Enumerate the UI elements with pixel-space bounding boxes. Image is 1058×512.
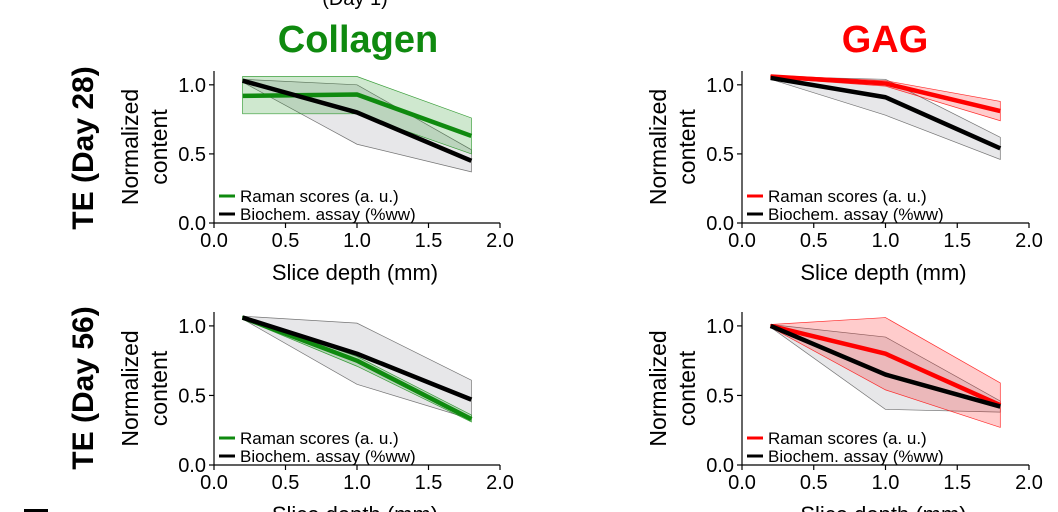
- legend-label: Raman scores (a. u.): [768, 187, 927, 206]
- clipped-panel-mark: [24, 509, 48, 512]
- y-axis-label-line1: Normalized: [645, 330, 671, 446]
- x-tick-label: 0.0: [200, 472, 228, 494]
- x-axis-label: Slice depth (mm): [272, 260, 438, 285]
- x-tick-label: 0.5: [800, 230, 828, 252]
- x-tick-label: 1.0: [872, 230, 900, 252]
- x-tick-label: 2.0: [486, 472, 514, 494]
- y-tick-label: 0.5: [178, 144, 206, 166]
- y-tick-label: 1.0: [706, 75, 734, 97]
- top-clipped-label: (Day 1): [322, 0, 388, 10]
- legend-label: Biochem. assay (%ww): [240, 205, 416, 224]
- x-tick-label: 2.0: [486, 230, 514, 252]
- assay-line: [241, 78, 473, 163]
- y-axis-label-line2: content: [674, 350, 700, 426]
- x-tick-label: 0.0: [200, 230, 228, 252]
- y-tick-label: 0.5: [706, 385, 734, 407]
- legend-label: Raman scores (a. u.): [240, 187, 399, 206]
- legend-label: Biochem. assay (%ww): [768, 205, 944, 224]
- legend-label: Biochem. assay (%ww): [240, 447, 416, 466]
- x-tick-label: 0.0: [728, 472, 756, 494]
- y-tick-label: 0.0: [178, 213, 206, 235]
- legend-label: Raman scores (a. u.): [240, 429, 399, 448]
- x-tick-label: 2.0: [1015, 230, 1043, 252]
- y-tick-label: 1.0: [178, 75, 206, 97]
- x-axis-label: Slice depth (mm): [800, 502, 966, 512]
- x-tick-label: 1.5: [943, 230, 971, 252]
- panel-2: 0.0 0.5 1.0 1.5 2.0 0.0 0.5 1.0 Slice depth (mm)…: [117, 312, 514, 512]
- x-axis-label: Slice depth (mm): [272, 502, 438, 512]
- x-tick-label: 0.5: [272, 230, 300, 252]
- legend-label: Biochem. assay (%ww): [768, 447, 944, 466]
- y-axis-label-line2: content: [146, 350, 172, 426]
- row-label-day28: TE (Day 28): [67, 66, 100, 229]
- y-tick-label: 0.0: [706, 455, 734, 477]
- x-tick-label: 1.0: [343, 472, 371, 494]
- y-tick-label: 0.5: [706, 144, 734, 166]
- legend-label: Raman scores (a. u.): [768, 429, 927, 448]
- y-axis-label-line2: content: [674, 109, 700, 185]
- y-tick-label: 1.0: [178, 316, 206, 338]
- assay-line: [769, 323, 1001, 409]
- panel-3: 0.0 0.5 1.0 1.5 2.0 0.0 0.5 1.0 Slice depth (mm)…: [645, 312, 1043, 512]
- y-axis-label-line2: content: [146, 109, 172, 185]
- raman-line: [770, 74, 1001, 114]
- panel-0: 0.0 0.5 1.0 1.5 2.0 0.0 0.5 1.0 Slice depth (mm)…: [117, 71, 514, 285]
- y-axis-label-line1: Normalized: [117, 330, 143, 446]
- assay-line: [241, 315, 473, 402]
- chart-panels: 0.0 0.5 1.0 1.5 2.0 0.0 0.5 1.0 Slice depth (mm)…: [117, 71, 1043, 512]
- x-tick-label: 0.5: [272, 472, 300, 494]
- x-tick-label: 1.5: [943, 472, 971, 494]
- x-tick-label: 1.0: [872, 472, 900, 494]
- raman-line: [770, 323, 1002, 408]
- x-axis-label: Slice depth (mm): [800, 260, 966, 285]
- x-tick-label: 1.5: [415, 472, 443, 494]
- y-tick-label: 0.0: [706, 213, 734, 235]
- x-tick-label: 2.0: [1015, 472, 1043, 494]
- band-assay: [770, 76, 1001, 160]
- raman-line: [242, 92, 473, 139]
- x-tick-label: 0.0: [728, 230, 756, 252]
- column-title-collagen: Collagen: [278, 19, 438, 61]
- x-tick-label: 1.5: [415, 230, 443, 252]
- y-tick-label: 1.0: [706, 316, 734, 338]
- row-label-day56: TE (Day 56): [67, 306, 100, 469]
- column-title-gag: GAG: [842, 19, 929, 61]
- x-tick-label: 0.5: [800, 472, 828, 494]
- assay-line: [770, 75, 1002, 151]
- y-tick-label: 0.5: [178, 385, 206, 407]
- y-axis-label-line1: Normalized: [117, 89, 143, 205]
- y-axis-label-line1: Normalized: [645, 89, 671, 205]
- y-tick-label: 0.0: [178, 455, 206, 477]
- x-tick-label: 1.0: [343, 230, 371, 252]
- panel-1: 0.0 0.5 1.0 1.5 2.0 0.0 0.5 1.0 Slice depth (mm)…: [645, 71, 1043, 285]
